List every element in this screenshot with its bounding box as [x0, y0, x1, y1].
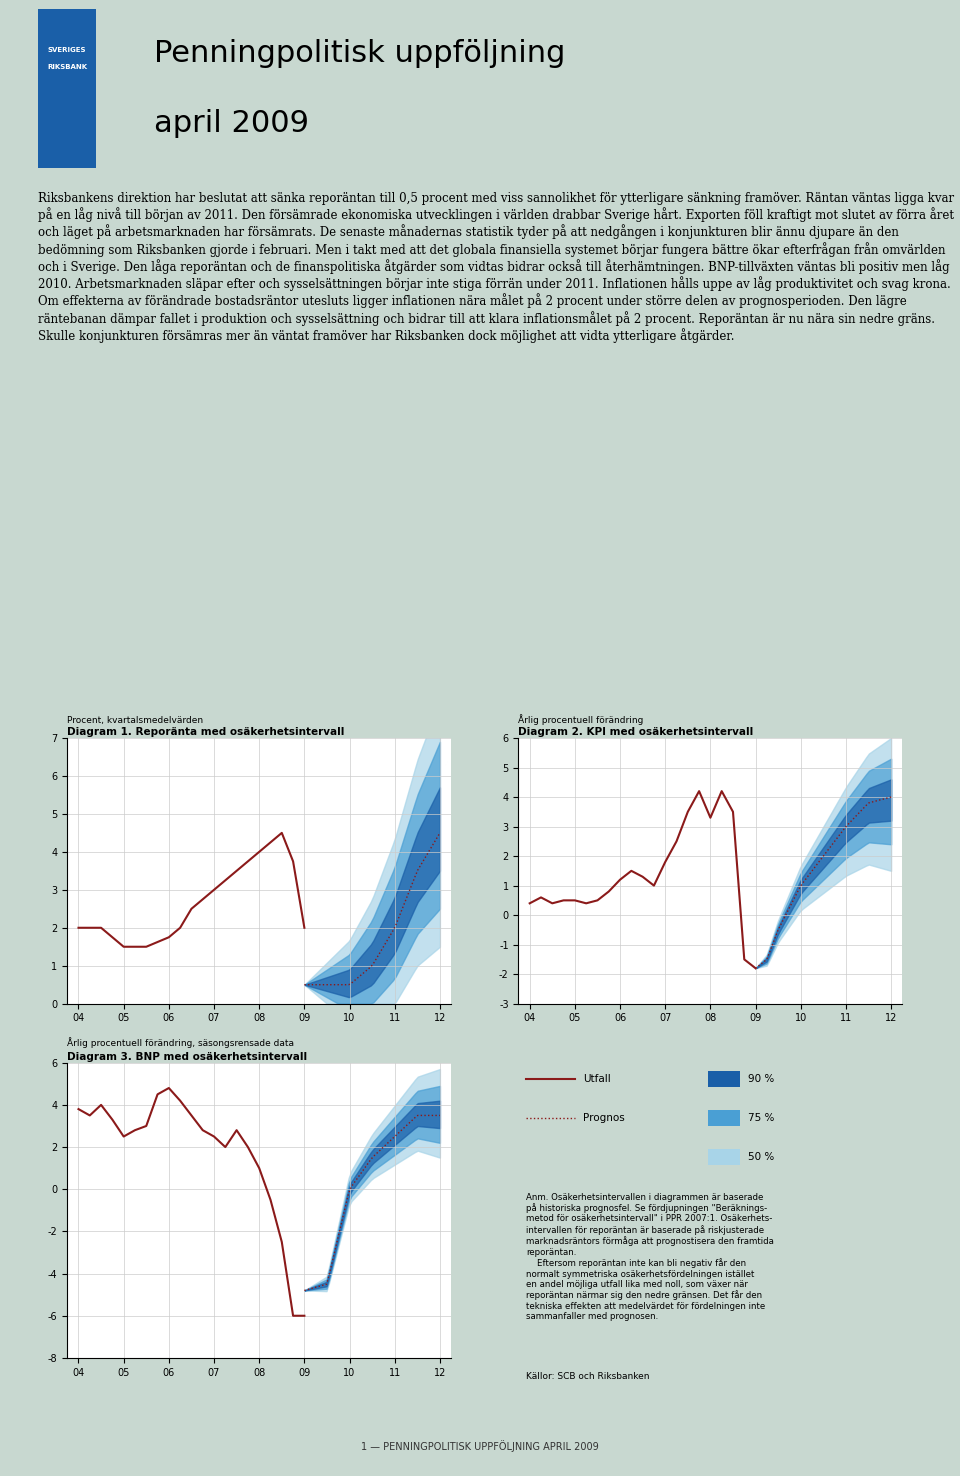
Bar — [708, 1110, 740, 1126]
Text: Anm. Osäkerhetsintervallen i diagrammen är baserade
på historiska prognosfel. Se: Anm. Osäkerhetsintervallen i diagrammen … — [526, 1193, 775, 1321]
Text: Riksbankens direktion har beslutat att sänka reporäntan till 0,5 procent med vis: Riksbankens direktion har beslutat att s… — [38, 192, 954, 342]
Text: Penningpolitisk uppföljning: Penningpolitisk uppföljning — [154, 38, 565, 68]
Text: Årlig procentuell förändring: Årlig procentuell förändring — [518, 714, 644, 725]
Bar — [708, 1148, 740, 1165]
Text: RIKSBANK: RIKSBANK — [47, 65, 87, 71]
Text: Diagram 2. KPI med osäkerhetsintervall: Diagram 2. KPI med osäkerhetsintervall — [518, 728, 754, 737]
Text: Procent, kvartalsmedelvärden: Procent, kvartalsmedelvärden — [67, 716, 204, 725]
Text: SVERIGES: SVERIGES — [48, 47, 86, 53]
Text: april 2009: april 2009 — [154, 109, 308, 139]
Text: Källor: SCB och Riksbanken: Källor: SCB och Riksbanken — [526, 1373, 650, 1382]
Text: Utfall: Utfall — [583, 1075, 611, 1083]
Text: Diagram 1. Reporänta med osäkerhetsintervall: Diagram 1. Reporänta med osäkerhetsinter… — [67, 728, 345, 737]
Text: Prognos: Prognos — [583, 1113, 625, 1123]
Text: Årlig procentuell förändring, säsongsrensade data: Årlig procentuell förändring, säsongsren… — [67, 1038, 294, 1048]
Text: Diagram 3. BNP med osäkerhetsintervall: Diagram 3. BNP med osäkerhetsintervall — [67, 1052, 307, 1061]
Text: 1 — PENNINGPOLITISK UPPFÖLJNING APRIL 2009: 1 — PENNINGPOLITISK UPPFÖLJNING APRIL 20… — [361, 1441, 599, 1452]
Bar — [708, 1072, 740, 1086]
Text: 90 %: 90 % — [748, 1075, 775, 1083]
Text: 75 %: 75 % — [748, 1113, 775, 1123]
Bar — [38, 9, 96, 168]
Text: 50 %: 50 % — [748, 1151, 775, 1162]
